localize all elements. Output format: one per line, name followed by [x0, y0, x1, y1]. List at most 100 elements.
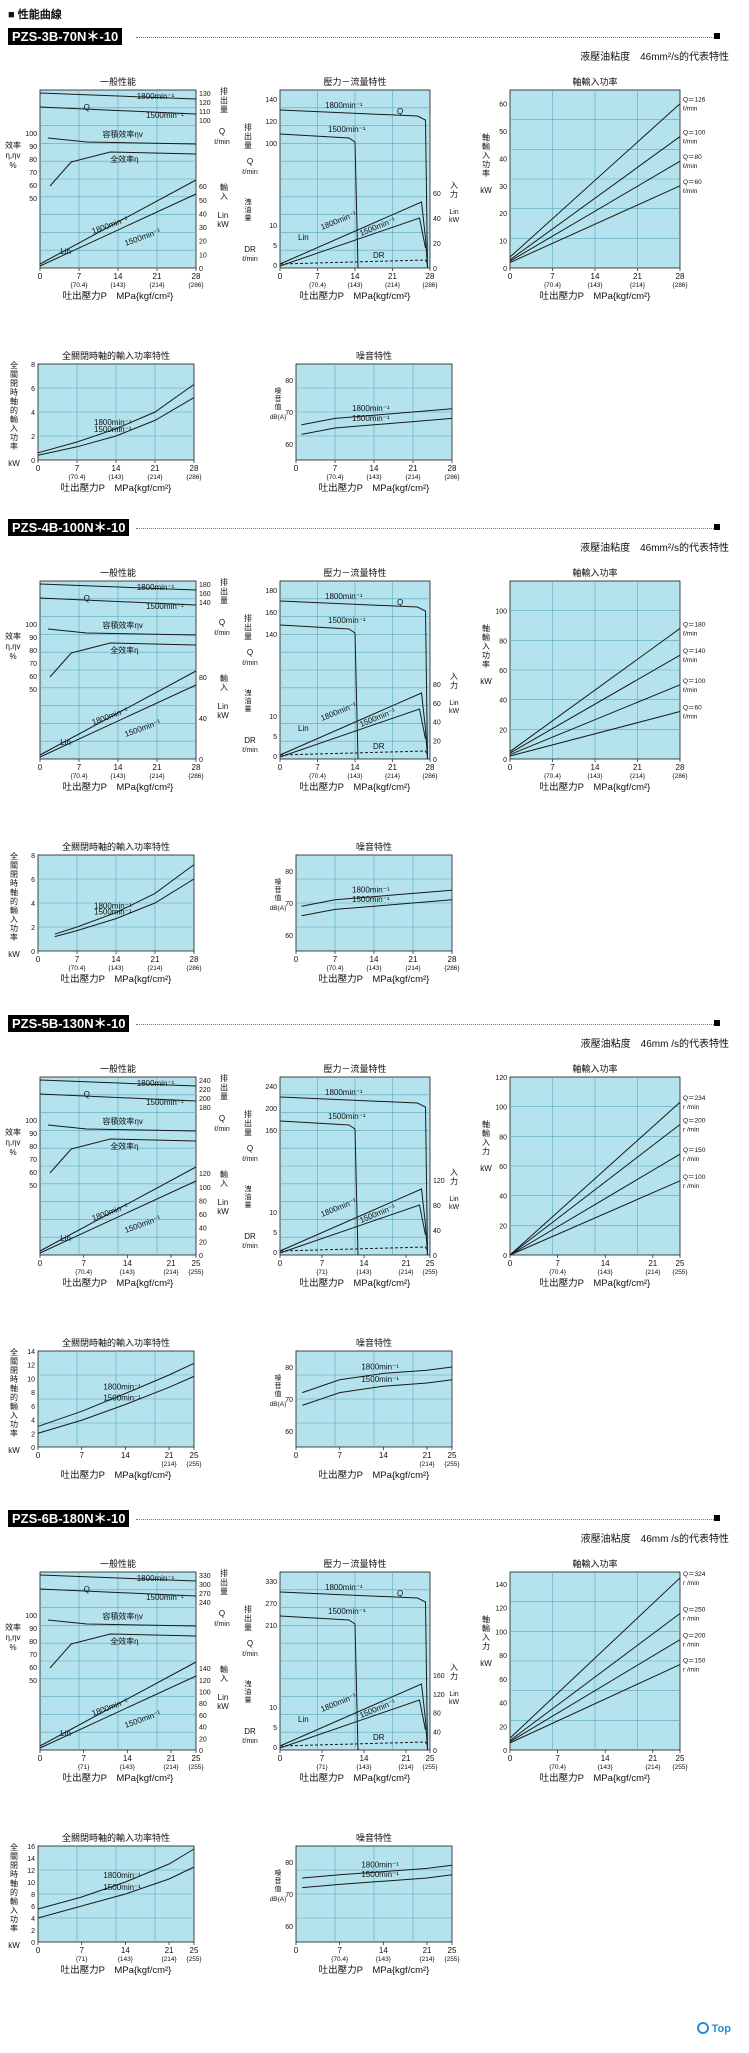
s0-general-title: 一般性能 [100, 76, 136, 87]
s2-general-eff-label: 效率 [5, 1127, 21, 1137]
s0-general-lin-tick: 0 [199, 266, 203, 273]
page-title: ■ 性能曲線 [8, 9, 62, 21]
s1-power-plot: 0 7 14 21 28 {70.4} {143} {214} {286} 吐出壓力P MPa{k… [480, 580, 706, 793]
s0-deadhead-y-tick: 0 [31, 458, 35, 465]
s3-noise-series-line-0 [302, 1864, 453, 1879]
s3-noise-plot: 0 7 14 21 25 {70.4} {143} {214} {255} 吐出壓力P MPa{k… [270, 1845, 460, 1976]
s1-deadhead-x-tick-label: 7 [75, 955, 80, 964]
s3-general-eff-sym: η,ηv [5, 1633, 20, 1642]
s0-power-series-unit-2: ℓ/min [683, 163, 698, 170]
s1-power-y-tick: 80 [499, 638, 507, 645]
s0-deadhead-series-line-1 [37, 397, 195, 456]
s3-power-series-label-1: Q＝250 [683, 1607, 706, 1614]
s2-noise-title: 噪音特性 [356, 1337, 392, 1348]
s3-power-x-sub-label: {70.4} [549, 1764, 567, 1771]
s0-pq-x-tick-label: 28 [426, 272, 435, 281]
s3-power-series-label-3: Q＝150 [683, 1658, 706, 1665]
s1-power-x-axis-label: 吐出壓力P MPa{kgf/cm²} [540, 781, 651, 793]
section-0: PZS-3B-70N＊-10 液壓油粘度 46mm²/s的代表特性 一般性能 0 7 14… [0, 28, 749, 518]
svg-text:輸: 輸 [482, 632, 490, 642]
s3-pq-x-tick-label: 7 [320, 1754, 325, 1763]
s3-power-x-sub-label: {255} [672, 1764, 688, 1771]
s1-noise-y-tick: 80 [285, 869, 293, 876]
s3-deadhead-series-line-0 [37, 1848, 195, 1910]
s0-pq-q-text: Q [397, 107, 403, 116]
s2-general-flow-lo-label: 1500min⁻¹ [146, 1098, 184, 1107]
s3-general-eff-label: 效率 [5, 1622, 21, 1632]
s3-power-x-axis-label: 吐出壓力P MPa{kgf/cm²} [540, 1772, 651, 1784]
s3-pq-lin-tick: 40 [433, 1729, 441, 1736]
svg-text:出: 出 [220, 95, 228, 105]
s3-general-x-sub-label: {71} [78, 1764, 90, 1771]
svg-text:排: 排 [244, 1109, 252, 1119]
viscosity-note: 液壓油粘度 46mm²/s的代表特性 [580, 543, 729, 554]
svg-text:量: 量 [245, 214, 252, 222]
s0-general-x-sub-label: {70.4} [71, 282, 89, 289]
s1-pq-q-hi-label: 1800min⁻¹ [325, 592, 363, 601]
s0-pq-lin-lo-line [279, 217, 426, 267]
s2-deadhead-y-tick: 12 [27, 1363, 35, 1370]
s2-power-x-tick-label: 7 [555, 1259, 560, 1268]
svg-text:功: 功 [10, 1419, 18, 1429]
s0-general-flow-label: 排出量 [220, 86, 228, 114]
s0-general-flow-unit: ℓ/min [213, 139, 230, 146]
s3-noise-y-label-2: 音 [275, 1876, 282, 1885]
s1-pq-q-hi-line [279, 600, 428, 760]
s0-pq-lin-tick: 20 [433, 241, 441, 248]
s3-general-lin-hi-line [39, 1661, 197, 1747]
s2-pq-q-tick: 200 [265, 1106, 277, 1113]
section-header: PZS-6B-180N＊-10 [8, 1510, 720, 1527]
s1-general-flow-tick: 160 [199, 591, 211, 598]
s0-deadhead-series-label-1: 1500min⁻¹ [94, 425, 132, 434]
s0-general-lin-label: 輸入 [220, 182, 228, 201]
section-divider [136, 1519, 716, 1520]
s3-deadhead-series-label-1: 1500min⁻¹ [103, 1883, 141, 1892]
s3-pq-lin-tick: 80 [433, 1711, 441, 1718]
s1-pq-x-tick-label: 28 [426, 763, 435, 772]
s2-general-flow-label: 排出量 [220, 1073, 228, 1101]
svg-text:輸: 輸 [10, 1401, 18, 1411]
section-divider [136, 528, 716, 529]
s2-power-y-tick: 60 [499, 1164, 507, 1171]
s0-general-eff-tick: 70 [29, 170, 37, 177]
s2-deadhead-x-tick-label: 21 [165, 1451, 174, 1460]
svg-text:量: 量 [220, 105, 228, 114]
s2-power-plot: 0 7 14 21 25 {70.4} {143} {214} {255} 吐出壓力P MPa{k… [480, 1075, 706, 1289]
s3-pq-x-tick-label: 21 [402, 1754, 411, 1763]
s3-general-x-sub-label: {214} [163, 1764, 179, 1771]
s0-general-x-sub-label: {286} [188, 282, 204, 289]
s2-pq-q-unit: ℓ/min [241, 1156, 258, 1163]
s2-noise-x-axis-label: 吐出壓力P MPa{kgf/cm²} [319, 1469, 430, 1481]
arrow-up-circle-icon [696, 2022, 709, 2034]
s3-power-title: 軸輸入功率 [572, 1558, 617, 1569]
s3-deadhead-x-tick-label: 25 [190, 1946, 199, 1955]
s3-noise-x-tick-label: 25 [448, 1946, 457, 1955]
s0-deadhead-x-tick-label: 14 [112, 464, 121, 473]
s2-general-eff-sym: η,ηv [5, 1138, 20, 1147]
top-link[interactable]: Top [696, 2022, 731, 2035]
s0-general-flow-lo-line [39, 106, 197, 115]
s1-pq-x-tick-label: 14 [351, 763, 360, 772]
s0-pq-plot: 0 7 14 21 28 {70.4} {143} {214} {286} 吐出壓力P MPa{k… [241, 89, 459, 302]
svg-text:油: 油 [245, 1687, 252, 1696]
s0-noise-plot: 0 7 14 21 28 {70.4} {143} {214} {286} 吐出壓力P MPa{k… [270, 363, 460, 494]
s3-noise-title: 噪音特性 [356, 1832, 392, 1843]
s3-power-x-tick-label: 7 [555, 1754, 560, 1763]
s1-power-chart: 軸輸入功率 0 7 14 21 28 {70.4} {143} {214} {286} 吐出壓力P … [480, 567, 706, 793]
s1-power-series-line-1 [509, 654, 681, 754]
s1-noise-x-sub-label: {70.4} [327, 965, 345, 972]
s2-deadhead-y-label: 全關閉時軸的輸入功率 [10, 1347, 18, 1438]
s2-noise-chart: 噪音特性 0 7 14 21 25 {214} {255} 吐出壓力P MPa{kgf/cm²}… [270, 1337, 461, 1481]
s2-deadhead-x-axis-label: 吐出壓力P MPa{kgf/cm²} [61, 1469, 172, 1481]
s3-general-toteff-line [49, 1633, 197, 1669]
s0-general-flow-tick: 100 [199, 118, 211, 125]
svg-text:輸: 輸 [482, 141, 490, 151]
svg-text:入: 入 [450, 672, 458, 681]
svg-text:的: 的 [10, 1392, 18, 1402]
s1-pq-dr-label: 洩油量 [245, 688, 252, 713]
s2-power-series-unit-2: r /min [683, 1156, 700, 1163]
svg-text:量: 量 [244, 141, 252, 150]
s0-power-series-label-0: Q＝126 [683, 97, 706, 104]
s2-general-toteff-label: 全效率η [110, 1141, 138, 1151]
s0-general-voleff-label: 容積效率ηv [102, 129, 142, 139]
